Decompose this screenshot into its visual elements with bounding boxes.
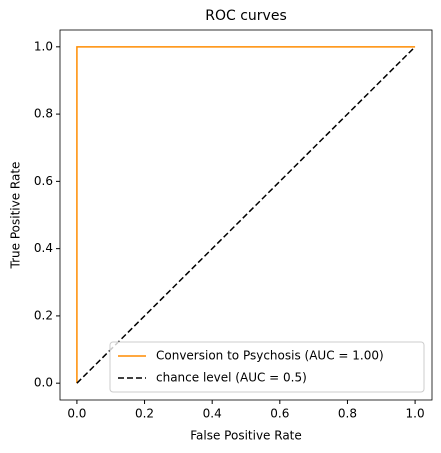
y-tick-label: 0.0 [34, 376, 53, 390]
y-tick-label: 0.6 [34, 174, 53, 188]
y-tick-label: 0.4 [34, 241, 53, 255]
x-axis-label: False Positive Rate [190, 429, 302, 443]
line [76, 46, 416, 384]
y-axis-label: True Positive Rate [9, 162, 23, 270]
legend-box [109, 341, 425, 393]
y-tick-label: 1.0 [34, 39, 53, 53]
y-tick-label: 0.8 [34, 107, 53, 121]
x-tick-label: 0.6 [270, 407, 289, 421]
line [76, 46, 416, 384]
chart-title: ROC curves [205, 8, 287, 24]
legend-label: chance level (AUC = 0.5) [156, 371, 307, 385]
x-tick-label: 0.8 [338, 407, 357, 421]
x-tick-label: 0.2 [135, 407, 154, 421]
x-tick-label: 0.0 [67, 407, 86, 421]
x-tick-label: 1.0 [406, 407, 425, 421]
x-tick-label: 0.4 [203, 407, 222, 421]
legend-label: Conversion to Psychosis (AUC = 1.00) [156, 349, 384, 363]
y-tick-label: 0.2 [34, 308, 53, 322]
plot-frame [59, 29, 433, 401]
